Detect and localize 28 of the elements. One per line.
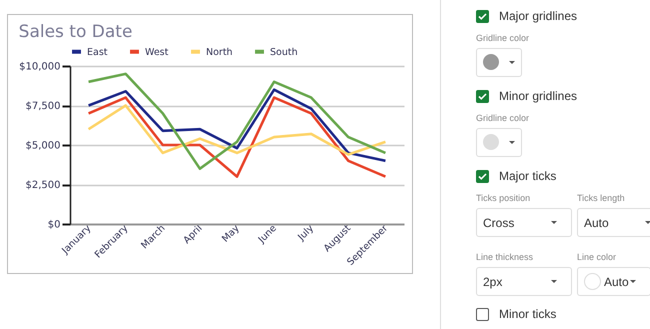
y-tick-label: $7,500 — [26, 101, 60, 112]
text: Major gridlines — [499, 9, 578, 23]
text: Cross — [483, 216, 514, 230]
legend-label: North — [206, 46, 233, 58]
text: Gridline color — [476, 33, 530, 43]
text: Major ticks — [499, 169, 556, 183]
y-tick-label: $10,000 — [19, 62, 60, 72]
legend-label: West — [145, 46, 169, 58]
line-series — [87, 88, 387, 162]
chart-title: Sales to Date — [18, 22, 132, 42]
text: Auto — [604, 275, 629, 289]
text: Ticks length — [577, 193, 625, 203]
legend-label: East — [87, 46, 108, 58]
text: Line color — [577, 252, 616, 262]
text: Minor ticks — [499, 307, 556, 321]
y-tick-label: $5,000 — [26, 140, 60, 152]
text: Auto — [584, 216, 609, 230]
text: Ticks position — [476, 193, 530, 203]
text: Minor gridlines — [499, 89, 578, 103]
text: 2px — [483, 275, 502, 289]
line-series — [87, 72, 387, 170]
legend-label: South — [270, 46, 298, 58]
y-tick-label: $2,500 — [26, 180, 60, 191]
text: Line thickness — [476, 252, 534, 262]
line-series — [87, 96, 387, 178]
y-tick-label: $0 — [48, 220, 60, 230]
line-series — [87, 104, 387, 156]
text: Gridline color — [476, 113, 530, 123]
